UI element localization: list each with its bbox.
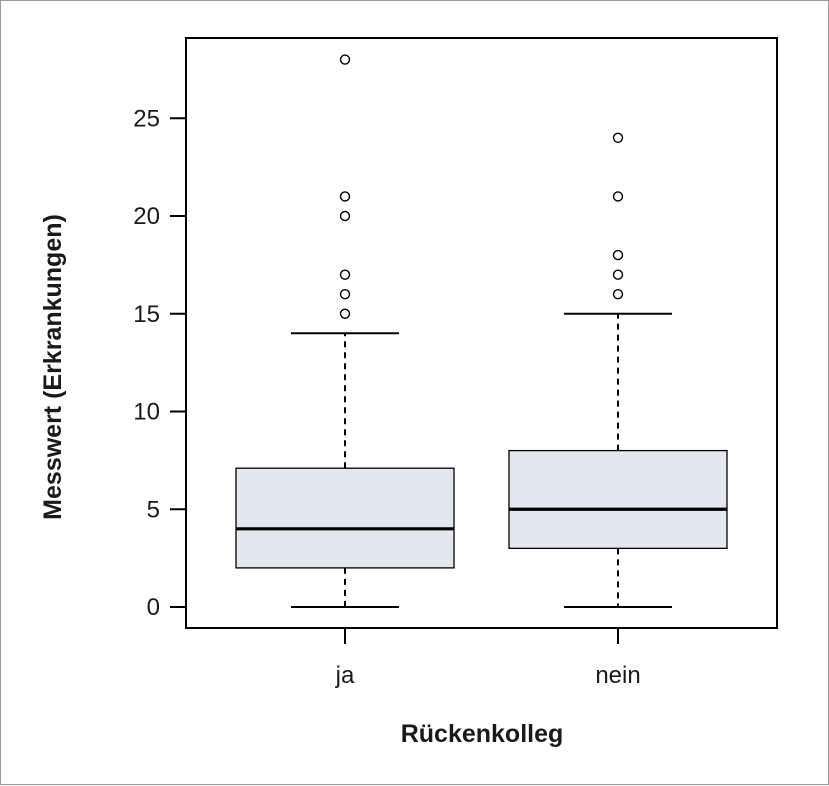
y-axis-title: Messwert (Erkrankungen) bbox=[39, 214, 67, 520]
iqr-box bbox=[235, 467, 455, 569]
y-tick-label: 0 bbox=[147, 594, 160, 621]
outlier-point bbox=[612, 132, 624, 144]
outlier-point bbox=[612, 269, 624, 280]
outlier-point bbox=[339, 269, 351, 280]
outlier-point bbox=[612, 191, 624, 202]
outlier-point bbox=[339, 54, 351, 65]
x-tick-label: ja bbox=[335, 662, 355, 689]
outlier-point bbox=[612, 289, 624, 300]
outlier-point bbox=[339, 191, 351, 202]
x-axis: ja nein bbox=[335, 628, 641, 689]
outlier-point bbox=[612, 249, 624, 261]
y-tick-label: 25 bbox=[133, 105, 160, 132]
box-group-nein bbox=[508, 132, 728, 608]
outlier-point bbox=[339, 210, 351, 222]
plot-area bbox=[185, 37, 778, 629]
y-tick-label: 20 bbox=[133, 203, 160, 230]
iqr-box bbox=[508, 449, 728, 550]
outlier-point bbox=[339, 308, 351, 319]
outlier-point bbox=[339, 289, 351, 300]
boxes-layer bbox=[235, 54, 728, 608]
x-axis-title: Rückenkolleg bbox=[401, 720, 564, 748]
box-group-ja bbox=[235, 54, 455, 608]
x-tick-label: nein bbox=[595, 662, 640, 689]
y-tick-label: 10 bbox=[133, 399, 160, 426]
y-tick-label: 5 bbox=[147, 496, 160, 523]
y-axis: 0 5 10 15 20 25 bbox=[133, 105, 186, 621]
y-tick-label: 15 bbox=[133, 301, 160, 328]
